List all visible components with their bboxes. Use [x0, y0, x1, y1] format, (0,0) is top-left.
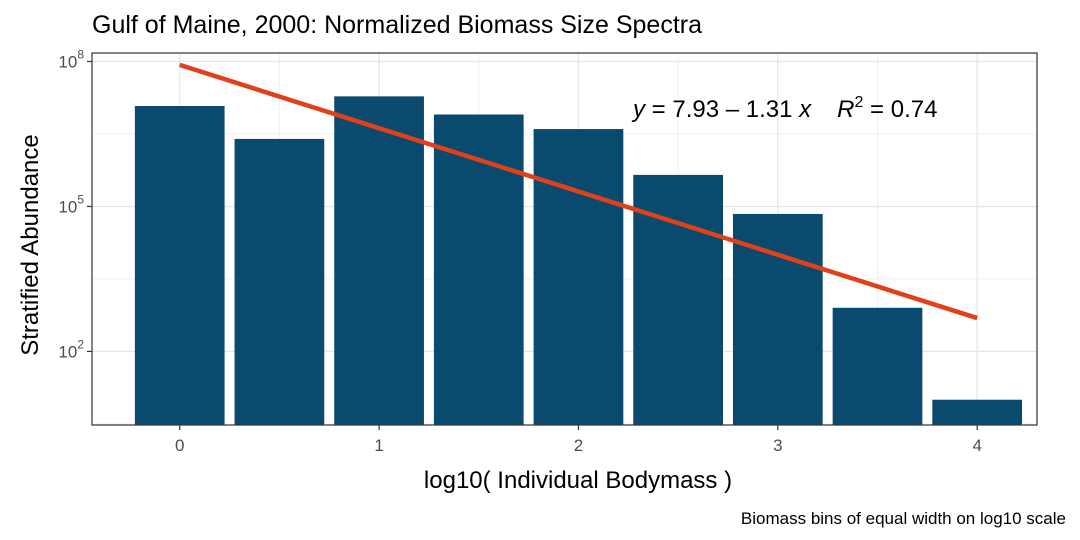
panel-border: [91, 52, 1038, 426]
eq-body: = 7.93 – 1.31: [645, 96, 799, 123]
regression-line: [179, 62, 978, 321]
y-tick-label: 105: [58, 192, 84, 216]
bar: [334, 96, 424, 425]
x-tick-label: 2: [574, 436, 583, 455]
x-tick-label: 0: [175, 436, 184, 455]
x-tick-label: 1: [374, 436, 383, 455]
caption: Biomass bins of equal width on log10 sca…: [741, 509, 1066, 528]
eq-r-value: = 0.74: [863, 96, 937, 123]
bar: [932, 399, 1023, 425]
y-axis-title: Stratified Abundance: [17, 134, 44, 356]
bar: [832, 307, 923, 425]
x-axis-ticks: 0 1 2 3 4: [175, 425, 982, 455]
x-axis-title: log10( Individual Bodymass ): [424, 467, 732, 494]
eq-r-exponent: 2: [854, 94, 863, 111]
y-tick-label: 102: [58, 337, 84, 361]
bar: [433, 114, 524, 426]
bars: [134, 96, 1023, 426]
y-axis-ticks: 102 105 108: [58, 48, 92, 361]
bar: [633, 174, 723, 425]
x-tick-label: 3: [773, 436, 782, 455]
eq-y-var: y: [631, 96, 647, 123]
x-tick-label: 4: [972, 436, 981, 455]
bar: [234, 138, 325, 425]
fit-equation-label: y = 7.93 – 1.31 x R2 = 0.74: [631, 94, 937, 123]
y-tick-label: 108: [58, 48, 84, 72]
bar: [732, 213, 823, 425]
eq-r-var: R: [837, 96, 854, 123]
bar: [533, 129, 624, 426]
bar: [134, 106, 225, 425]
eq-x-var: x: [798, 96, 812, 123]
chart-title: Gulf of Maine, 2000: Normalized Biomass …: [92, 11, 702, 39]
fit-line: [179, 62, 978, 321]
